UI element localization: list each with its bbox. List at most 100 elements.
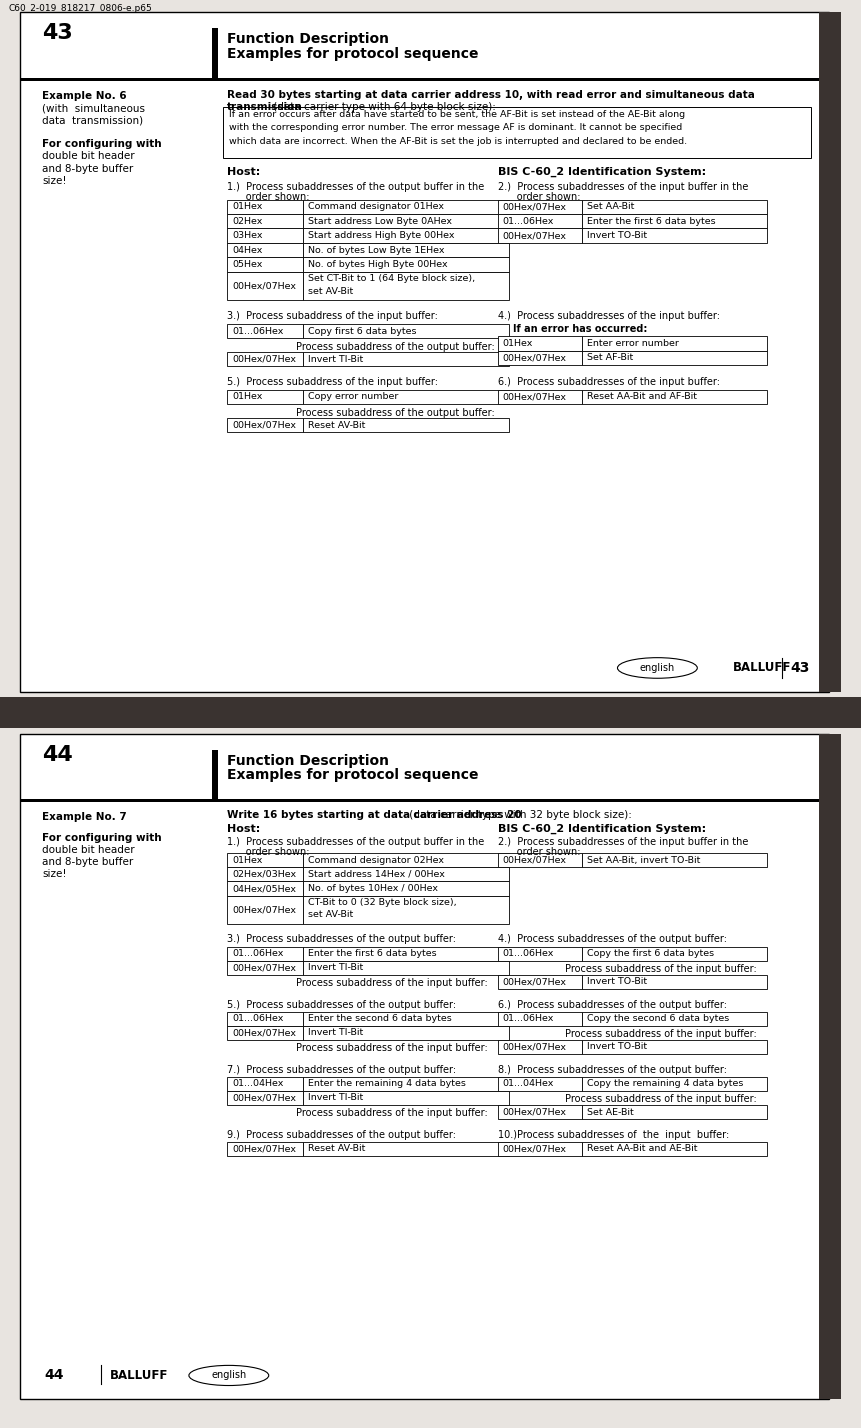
Text: 00Hex/07Hex: 00Hex/07Hex [503, 1144, 567, 1154]
Text: 44: 44 [42, 744, 73, 764]
Bar [227, 961, 303, 975]
Text: 1.)  Process subaddresses of the output buffer in the: 1.) Process subaddresses of the output b… [227, 181, 485, 191]
Bar [227, 271, 303, 300]
Text: 01Hex: 01Hex [232, 393, 263, 401]
Text: Process subaddress of the input buffer:: Process subaddress of the input buffer: [296, 1108, 488, 1118]
Text: 00Hex/07Hex: 00Hex/07Hex [503, 393, 567, 401]
Text: BIS C-60_2 Identification System:: BIS C-60_2 Identification System: [498, 824, 706, 834]
Bar [303, 200, 509, 214]
Text: 01Hex: 01Hex [232, 203, 263, 211]
Bar [582, 200, 766, 214]
Text: For configuring with: For configuring with [42, 139, 162, 149]
Text: transmission: transmission [227, 101, 303, 111]
Text: Host:: Host: [227, 824, 260, 834]
Text: 00Hex/07Hex: 00Hex/07Hex [232, 1144, 296, 1154]
Text: Function Description: Function Description [227, 31, 389, 46]
Text: 01Hex: 01Hex [503, 338, 533, 348]
Text: and 8-byte buffer: and 8-byte buffer [42, 857, 133, 867]
Bar [303, 228, 509, 243]
Text: Function Description: Function Description [227, 754, 389, 768]
Text: 44: 44 [44, 1368, 64, 1382]
Text: Copy the remaining 4 data bytes: Copy the remaining 4 data bytes [587, 1080, 743, 1088]
Text: double bit header: double bit header [42, 151, 135, 161]
Bar [303, 271, 509, 300]
Bar [227, 867, 303, 881]
Text: 01...06Hex: 01...06Hex [503, 1014, 554, 1024]
Text: english: english [640, 663, 675, 673]
Bar [498, 947, 582, 961]
Bar [212, 27, 218, 81]
Text: 01...04Hex: 01...04Hex [232, 1080, 283, 1088]
Text: 01...06Hex: 01...06Hex [232, 1014, 283, 1024]
Bar [227, 854, 303, 867]
Text: Process subaddress of the input buffer:: Process subaddress of the input buffer: [565, 1030, 757, 1040]
Text: (data carrier type with 32 byte block size):: (data carrier type with 32 byte block si… [406, 810, 632, 820]
Bar [303, 418, 509, 433]
Bar [498, 1040, 582, 1054]
Bar [582, 214, 766, 228]
Text: CT-Bit to 0 (32 Byte block size),: CT-Bit to 0 (32 Byte block size), [308, 898, 456, 907]
Text: 05Hex: 05Hex [232, 260, 263, 268]
Text: (data carrier type with 64 byte block size):: (data carrier type with 64 byte block si… [270, 101, 496, 111]
Bar [212, 750, 218, 801]
Bar [303, 243, 509, 257]
Ellipse shape [617, 658, 697, 678]
Text: Invert TO-Bit: Invert TO-Bit [587, 1042, 647, 1051]
Text: order shown:: order shown: [227, 847, 310, 857]
Text: Process subaddress of the input buffer:: Process subaddress of the input buffer: [565, 1094, 757, 1104]
Text: Copy first 6 data bytes: Copy first 6 data bytes [308, 327, 417, 336]
Text: Set AE-Bit: Set AE-Bit [587, 1108, 634, 1117]
Bar [582, 1011, 766, 1025]
Bar [227, 1025, 303, 1040]
Bar [498, 1011, 582, 1025]
Bar [303, 353, 509, 367]
Bar [223, 107, 811, 157]
Bar [227, 390, 303, 404]
Text: order shown:: order shown: [227, 191, 310, 201]
Text: 01...06Hex: 01...06Hex [503, 217, 554, 226]
Text: 9.)  Process subaddresses of the output buffer:: 9.) Process subaddresses of the output b… [227, 1130, 456, 1140]
Text: Set AF-Bit: Set AF-Bit [587, 353, 633, 363]
Text: Enter the first 6 data bytes: Enter the first 6 data bytes [587, 217, 715, 226]
Text: Set CT-Bit to 1 (64 Byte block size),: Set CT-Bit to 1 (64 Byte block size), [308, 274, 475, 283]
Bar [303, 1091, 509, 1105]
Bar [498, 1105, 582, 1120]
Bar [582, 1142, 766, 1157]
Text: 00Hex/07Hex: 00Hex/07Hex [503, 977, 567, 987]
Bar [498, 390, 582, 404]
Text: set AV-Bit: set AV-Bit [308, 287, 353, 296]
Text: 04Hex/05Hex: 04Hex/05Hex [232, 884, 296, 892]
Text: Command designator 01Hex: Command designator 01Hex [308, 203, 443, 211]
Text: data  transmission): data transmission) [42, 116, 144, 126]
Text: 00Hex/07Hex: 00Hex/07Hex [503, 203, 567, 211]
Text: 7.)  Process subaddresses of the output buffer:: 7.) Process subaddresses of the output b… [227, 1065, 456, 1075]
Bar [227, 200, 303, 214]
Bar [498, 351, 582, 366]
Text: BIS C-60_2 Identification System:: BIS C-60_2 Identification System: [498, 167, 706, 177]
Bar [498, 1142, 582, 1157]
Bar [498, 336, 582, 351]
Text: 2.)  Process subaddresses of the input buffer in the: 2.) Process subaddresses of the input bu… [498, 181, 748, 191]
Text: 6.)  Process subaddresses of the input buffer:: 6.) Process subaddresses of the input bu… [498, 377, 720, 387]
Bar [498, 1077, 582, 1091]
Text: 5.)  Process subaddress of the input buffer:: 5.) Process subaddress of the input buff… [227, 377, 438, 387]
Text: 01...04Hex: 01...04Hex [503, 1080, 554, 1088]
Text: Copy the first 6 data bytes: Copy the first 6 data bytes [587, 950, 714, 958]
Text: Set AA-Bit, invert TO-Bit: Set AA-Bit, invert TO-Bit [587, 855, 700, 865]
Text: No. of bytes 10Hex / 00Hex: No. of bytes 10Hex / 00Hex [308, 884, 437, 892]
Bar [227, 1011, 303, 1025]
Text: Write 16 bytes starting at data carrier address 20: Write 16 bytes starting at data carrier … [227, 810, 522, 820]
Text: 03Hex: 03Hex [232, 231, 263, 240]
Bar [303, 1011, 509, 1025]
Text: size!: size! [42, 870, 67, 880]
Text: size!: size! [42, 176, 67, 186]
Text: BALLUFF: BALLUFF [109, 1369, 168, 1382]
Text: 00Hex/07Hex: 00Hex/07Hex [232, 354, 296, 364]
Text: For configuring with: For configuring with [42, 833, 162, 843]
Bar [303, 1142, 509, 1157]
Text: Invert TO-Bit: Invert TO-Bit [587, 231, 647, 240]
Text: Copy error number: Copy error number [308, 393, 398, 401]
Text: 04Hex: 04Hex [232, 246, 263, 254]
Bar [303, 390, 509, 404]
Text: 00Hex/07Hex: 00Hex/07Hex [503, 855, 567, 865]
